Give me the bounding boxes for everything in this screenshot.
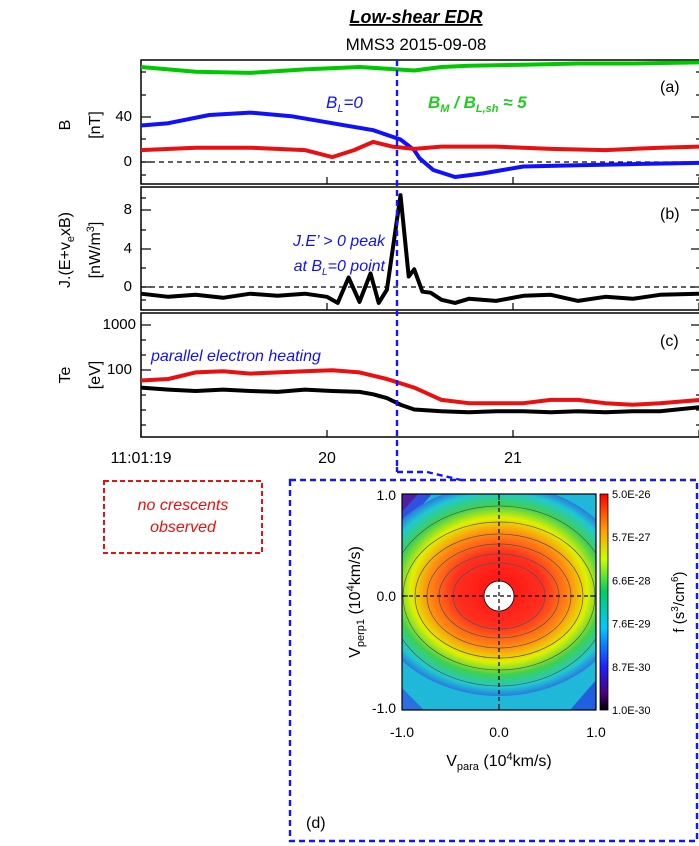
vdf-xlabel: Vpara (104km/s) (446, 751, 552, 773)
panel-a-series-1 (140, 110, 699, 179)
panel-c-ylabel: Te (57, 366, 74, 383)
panel-c-ytick-1000: 1000 (103, 316, 136, 333)
panel-b-frame (140, 186, 699, 311)
vdf-ytick-0: 0.0 (377, 588, 397, 604)
colorbar (599, 493, 609, 711)
panel-a-ytick-0: 0 (124, 153, 132, 170)
chart-title: Low-shear EDR (349, 7, 482, 27)
xtick-label-0: 11:01:19 (110, 450, 171, 467)
chart-subtitle: MMS3 2015-09-08 (346, 35, 487, 54)
no-crescents-box (103, 480, 263, 554)
panel-b-label: (b) (660, 206, 680, 223)
panel-b-ytick-0: 0 (124, 278, 132, 295)
vdf-ytick-1: 1.0 (377, 487, 397, 503)
colorbar-label: f (s3/cm6) (670, 571, 688, 632)
panel-b-ytick-4: 4 (124, 240, 132, 257)
panel-b-series-0 (140, 193, 699, 305)
panel-b-ylabel: J.(E+vexB) (57, 212, 77, 288)
colorbar-tick-2: 6.6E-28 (612, 575, 651, 587)
vdf-xtick-1: 1.0 (586, 724, 606, 740)
panel-a-series-0 (140, 60, 699, 75)
annotation-bl-zero: BL=0 (326, 93, 363, 115)
panel-d-dashed-box (288, 478, 699, 843)
panel-c-label: (c) (660, 333, 679, 350)
panel-a-yunit: [nT] (87, 111, 104, 139)
vdf-heatmap (402, 494, 596, 710)
colorbar-tick-1: 5.7E-27 (612, 532, 651, 544)
annotation-bm-ratio: BM / BL,sh ≈ 5 (428, 93, 527, 115)
vdf-xtick-m1: -1.0 (390, 724, 414, 740)
annotation-je-line2: at BL=0 point (294, 258, 386, 278)
panel-a-frame (140, 59, 699, 185)
panel-a-label: (a) (660, 79, 680, 96)
panel-c-series-1 (140, 385, 699, 415)
xtick-label-2: 21 (504, 450, 522, 467)
colorbar-tick-3: 7.6E-29 (612, 619, 651, 631)
panel-c-frame (140, 312, 699, 438)
panel-a-ytick-40: 40 (115, 108, 132, 125)
no-crescents-line1: no crescents (138, 497, 229, 514)
annotation-heating: parallel electron heating (150, 348, 321, 365)
colorbar-tick-4: 8.7E-30 (612, 662, 651, 674)
vdf-ylabel: Vperp1 (104km/s) (345, 546, 367, 658)
colorbar-tick-0: 5.0E-26 (612, 489, 651, 501)
vdf-xtick-0: 0.0 (489, 724, 509, 740)
xtick-label-1: 20 (318, 450, 336, 467)
panel-c-series-0 (140, 368, 699, 407)
no-crescents-line2: observed (150, 519, 217, 536)
panel-b-ytick-8: 8 (124, 201, 132, 218)
panel-c-yunit: [eV] (87, 361, 104, 389)
panel-b-yunit: [nW/m3] (85, 222, 104, 279)
colorbar-tick-5: 1.0E-30 (612, 705, 651, 717)
panel-d-label: (d) (306, 815, 326, 832)
panel-a-series-2 (140, 139, 699, 160)
panel-a-ylabel: B (57, 120, 74, 131)
annotation-je-line1: J.E’ > 0 peak (292, 233, 386, 250)
zoom-connector-diag (426, 470, 462, 482)
panel-c-ytick-100: 100 (107, 361, 132, 378)
vdf-ytick-m1: -1.0 (372, 700, 396, 716)
